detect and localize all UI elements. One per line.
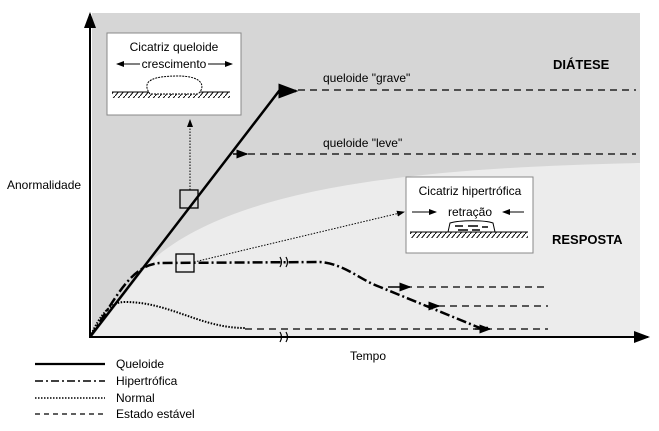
- steady-state-lines: [245, 89, 636, 330]
- legend-keloid: Queloide: [116, 357, 164, 371]
- legend-hypertrophic: Hipertrófica: [116, 374, 178, 388]
- hypertrophic-box-subtitle: retração: [448, 205, 492, 219]
- hypertrophic-box-title: Cicatriz hipertrófica: [419, 184, 522, 198]
- axis-break-marks: [279, 256, 289, 343]
- label-mild-keloid: queloide "leve": [323, 136, 402, 150]
- label-severe-keloid: queloide "grave": [323, 71, 410, 85]
- region-diathesis: DIÁTESE: [553, 57, 610, 72]
- keloid-curve: [89, 83, 299, 338]
- legend: Queloide Hipertrófica Normal Estado está…: [35, 357, 195, 421]
- legend-steady-state: Estado estável: [116, 407, 195, 421]
- hypertrophic-scar-box: Cicatriz hipertrófica retração: [405, 176, 534, 254]
- legend-normal: Normal: [116, 391, 155, 405]
- region-response: RESPOSTA: [552, 232, 623, 247]
- hypertrophic-curve: [88, 260, 490, 338]
- keloid-box-title: Cicatriz queloide: [130, 40, 219, 54]
- keloid-box-subtitle: crescimento: [142, 57, 207, 71]
- y-axis-label: Anormalidade: [7, 178, 81, 192]
- keloid-marker-square: [179, 189, 199, 209]
- normal-curve: [89, 300, 246, 338]
- keloid-scar-box: Cicatriz queloide crescimento: [106, 32, 242, 116]
- hypertrophic-marker-square: [175, 253, 195, 273]
- x-axis-label: Tempo: [350, 349, 386, 363]
